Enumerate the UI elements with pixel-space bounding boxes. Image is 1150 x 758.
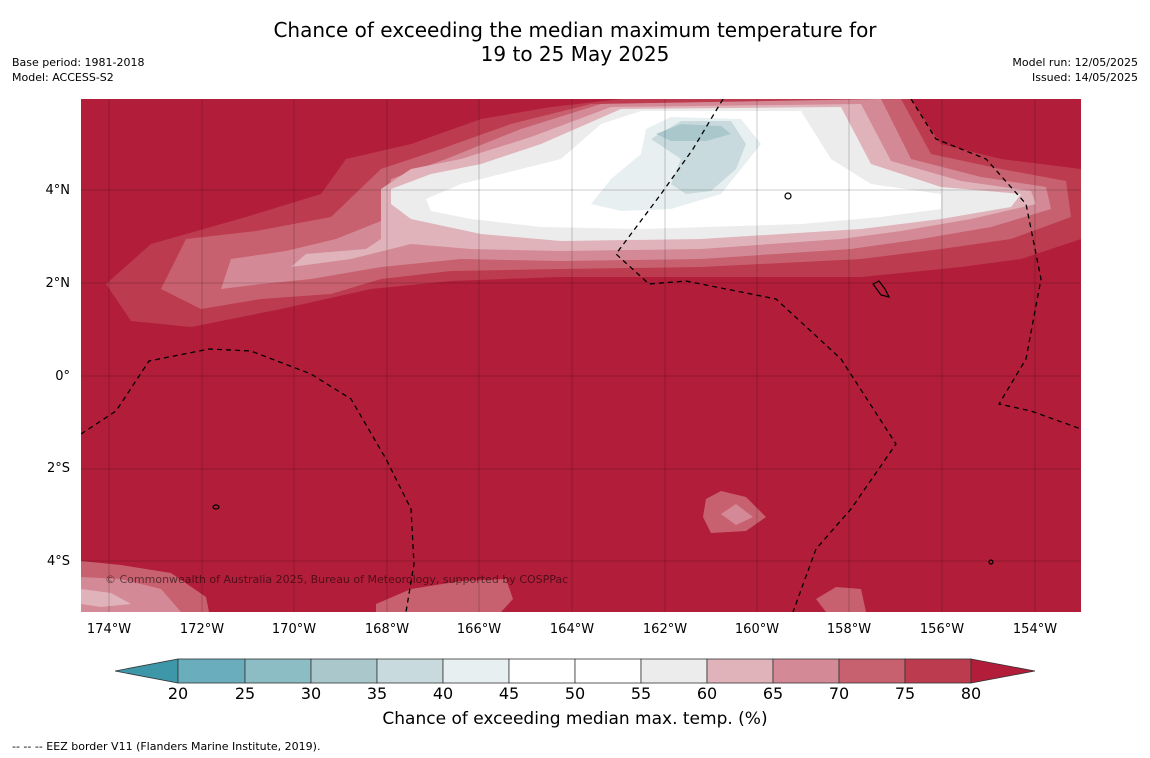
lon-label-172w: 172°W xyxy=(179,622,225,637)
colorbar-title: Chance of exceeding median max. temp. (%… xyxy=(382,709,768,729)
colorbar-tick-25: 25 xyxy=(234,684,256,703)
colorbar-tick-75: 75 xyxy=(894,684,916,703)
map-plot: © Commonwealth of Australia 2025, Bureau… xyxy=(81,99,1081,612)
colorbar-under-arrow xyxy=(115,658,179,684)
contour-patch-south-2 xyxy=(721,504,753,525)
lon-label-164w: 164°W xyxy=(549,622,595,637)
contour-patch-south-3 xyxy=(816,587,866,612)
map-title: Chance of exceeding the median maximum t… xyxy=(0,18,1150,66)
colorbar-tick-20: 20 xyxy=(167,684,189,703)
colorbar-tick-80: 80 xyxy=(960,684,982,703)
map-copyright: © Commonwealth of Australia 2025, Bureau… xyxy=(105,573,568,586)
base-period: Base period: 1981-2018 xyxy=(12,56,145,69)
colorbar-segment-45 xyxy=(508,658,576,684)
lon-label-174w: 174°W xyxy=(86,622,132,637)
colorbar-segment-60 xyxy=(706,658,774,684)
lon-label-170w: 170°W xyxy=(271,622,317,637)
lat-label-2n: 2°N xyxy=(45,276,71,291)
lon-label-166w: 166°W xyxy=(456,622,502,637)
lon-label-154w: 154°W xyxy=(1012,622,1058,637)
colorbar-tick-65: 65 xyxy=(762,684,784,703)
issued-date: Issued: 14/05/2025 xyxy=(1031,71,1138,84)
colorbar-segment-65 xyxy=(772,658,840,684)
colorbar-segment-25 xyxy=(244,658,312,684)
model-name: Model: ACCESS-S2 xyxy=(12,71,114,84)
colorbar-segment-70 xyxy=(838,658,906,684)
colorbar-tick-70: 70 xyxy=(828,684,850,703)
contour-patch-southwest-core xyxy=(81,589,131,607)
eez-borders xyxy=(81,99,1081,612)
lat-label-4s: 4°S xyxy=(46,554,70,569)
meta-right: Model run: 12/05/2025 Issued: 14/05/2025 xyxy=(1012,55,1138,85)
lon-label-168w: 168°W xyxy=(364,622,410,637)
lat-label-2s: 2°S xyxy=(46,461,70,476)
title-line-2: 19 to 25 May 2025 xyxy=(480,42,670,66)
lon-label-158w: 158°W xyxy=(826,622,872,637)
model-run: Model run: 12/05/2025 xyxy=(1012,56,1138,69)
lat-label-4n: 4°N xyxy=(45,183,71,198)
contour-35 xyxy=(656,124,731,141)
colorbar xyxy=(115,658,1036,684)
colorbar-segment-30 xyxy=(310,658,378,684)
colorbar-segment-55 xyxy=(640,658,708,684)
colorbar-segment-75 xyxy=(904,658,972,684)
colorbar-tick-30: 30 xyxy=(300,684,322,703)
title-line-1: Chance of exceeding the median maximum t… xyxy=(273,18,877,42)
colorbar-tick-60: 60 xyxy=(696,684,718,703)
lon-label-162w: 162°W xyxy=(642,622,688,637)
meta-left: Base period: 1981-2018 Model: ACCESS-S2 xyxy=(12,55,144,85)
footnote: -- -- -- EEZ border V11 (Flanders Marine… xyxy=(12,740,321,753)
lon-label-156w: 156°W xyxy=(919,622,965,637)
colorbar-over-arrow xyxy=(970,658,1036,684)
colorbar-tick-45: 45 xyxy=(498,684,520,703)
islands xyxy=(212,192,994,565)
colorbar-tick-35: 35 xyxy=(366,684,388,703)
lat-label-0: 0° xyxy=(55,369,70,384)
colorbar-segment-40 xyxy=(442,658,510,684)
colorbar-segment-50 xyxy=(574,658,642,684)
contour-patch-bottom xyxy=(376,579,513,612)
colorbar-segment-35 xyxy=(376,658,444,684)
lon-label-160w: 160°W xyxy=(734,622,780,637)
colorbar-tick-50: 50 xyxy=(564,684,586,703)
colorbar-tick-55: 55 xyxy=(630,684,652,703)
colorbar-tick-40: 40 xyxy=(432,684,454,703)
graticule xyxy=(81,99,1081,612)
colorbar-segment-20 xyxy=(177,658,246,684)
